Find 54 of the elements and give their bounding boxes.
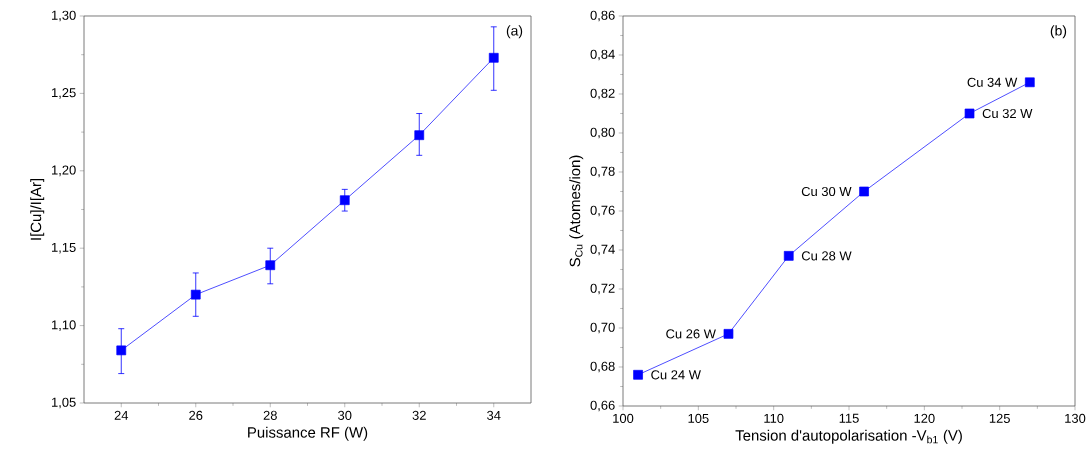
x-tick-label: 24 (114, 410, 129, 420)
y-axis-title: I[Cu]/I[Ar] (30, 179, 45, 240)
y-tick-label: 0,80 (590, 127, 615, 139)
point (116, 345, 127, 356)
x-tick-label: 26 (189, 410, 203, 420)
y-tick-label: 0,74 (590, 244, 615, 256)
y-tick-label: 1,05 (52, 397, 76, 409)
x-tick-label: 130 (1065, 413, 1086, 423)
y-tick-label: 0,70 (590, 322, 615, 334)
x-tick-label: 110 (764, 413, 784, 423)
point (414, 130, 425, 141)
point (723, 329, 734, 339)
y-tick-label: 1,15 (52, 242, 76, 254)
annotation: Cu 30 W (801, 186, 852, 197)
y-tick-label: 0,66 (590, 400, 615, 412)
y-tick-label: 0,72 (590, 283, 615, 295)
point (488, 52, 499, 63)
annotation: (b) (1050, 25, 1067, 39)
point (859, 186, 869, 197)
x-axis-title: Puissance RF (W) (248, 426, 368, 441)
y-tick-label: 0,82 (590, 88, 615, 100)
annotation: Cu 28 W (801, 251, 852, 261)
annotation: Cu 34 W (967, 77, 1018, 87)
y-tick-label: 1,10 (52, 320, 76, 331)
x-tick-label: 105 (688, 413, 709, 423)
x-axis-title: Tension d'autopolarisation -V$_{b1}$ (V) (735, 429, 962, 444)
annotation: Cu 24 W (651, 370, 701, 380)
point (339, 195, 350, 206)
x-tick-label: 28 (263, 410, 277, 420)
annotation: Cu 26 W (666, 329, 716, 339)
point (1024, 77, 1035, 88)
point (190, 289, 201, 300)
x-tick-label: 115 (839, 413, 859, 423)
y-tick-label: 0,76 (590, 205, 615, 217)
y-tick-label: 1,20 (52, 165, 76, 177)
annotation: (a) (506, 25, 523, 39)
x-tick-label: 100 (613, 413, 634, 423)
y-tick-label: 0,78 (590, 166, 615, 178)
point (265, 260, 276, 271)
y-tick-label: 0,84 (590, 49, 615, 61)
x-tick-label: 34 (487, 410, 501, 420)
x-tick-label: 30 (338, 410, 352, 420)
point (783, 251, 794, 261)
annotation: Cu 32 W (982, 108, 1033, 119)
point (633, 369, 643, 380)
y-tick-label: 1,30 (52, 10, 76, 22)
x-tick-label: 32 (412, 410, 426, 420)
y-tick-label: 0,86 (590, 10, 615, 22)
point (964, 108, 975, 119)
x-tick-label: 120 (914, 413, 935, 423)
x-tick-label: 125 (989, 413, 1010, 423)
y-tick-label: 1,25 (52, 88, 76, 99)
y-tick-label: 0,68 (590, 361, 615, 373)
y-axis-title: S$_{Cu}$ (Atomes/ion) (569, 155, 584, 267)
